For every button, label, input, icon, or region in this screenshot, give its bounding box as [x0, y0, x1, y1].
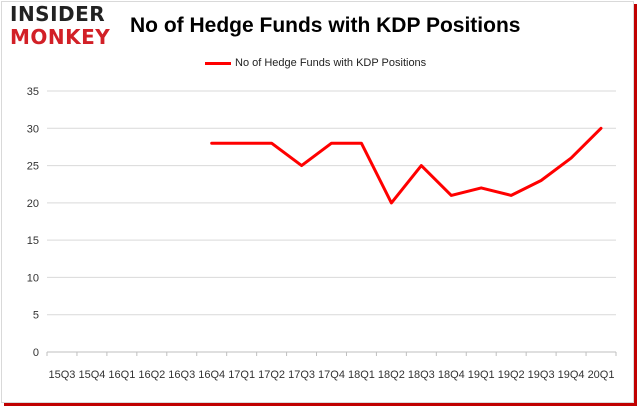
x-tick-label: 16Q3 — [168, 369, 195, 381]
chart-title: No of Hedge Funds with KDP Positions — [130, 14, 521, 37]
logo-top-text: INSIDER — [10, 2, 106, 26]
x-tick-label: 15Q3 — [49, 369, 76, 381]
y-tick-label: 30 — [27, 123, 39, 135]
x-tick-label: 18Q2 — [378, 369, 405, 381]
series-line — [210, 126, 603, 205]
logo-bottom-text: MONKEY — [10, 25, 111, 49]
x-tick-label: 17Q2 — [258, 369, 285, 381]
x-tick-label: 18Q4 — [438, 369, 465, 381]
y-tick-label: 5 — [33, 310, 39, 322]
x-tick-label: 16Q1 — [108, 369, 135, 381]
y-tick-label: 15 — [27, 235, 39, 247]
x-tick-label: 17Q4 — [318, 369, 345, 381]
chart-frame — [1, 1, 634, 403]
y-tick-label: 0 — [33, 347, 39, 359]
x-tick-label: 15Q4 — [78, 369, 105, 381]
x-tick-label: 20Q1 — [588, 369, 615, 381]
x-tick-label: 16Q2 — [138, 369, 165, 381]
y-tick-label: 10 — [27, 272, 39, 284]
legend-label: No of Hedge Funds with KDP Positions — [235, 57, 427, 69]
x-tick-label: 18Q1 — [348, 369, 375, 381]
x-tick-label: 18Q3 — [408, 369, 435, 381]
x-tick-label: 16Q4 — [198, 369, 225, 381]
x-tick-label: 19Q3 — [528, 369, 555, 381]
x-tick-label: 19Q4 — [558, 369, 585, 381]
legend-swatch — [205, 61, 231, 65]
chart-legend: No of Hedge Funds with KDP Positions — [205, 55, 426, 71]
x-tick-label: 19Q2 — [498, 369, 525, 381]
x-tick-label: 17Q3 — [288, 369, 315, 381]
y-tick-label: 25 — [27, 161, 39, 173]
y-tick-label: 35 — [27, 86, 39, 98]
insider-monkey-logo: INSIDER MONKEY — [10, 4, 114, 52]
x-tick-label: 17Q1 — [228, 369, 255, 381]
x-tick-label: 19Q1 — [468, 369, 495, 381]
y-tick-label: 20 — [27, 198, 39, 210]
